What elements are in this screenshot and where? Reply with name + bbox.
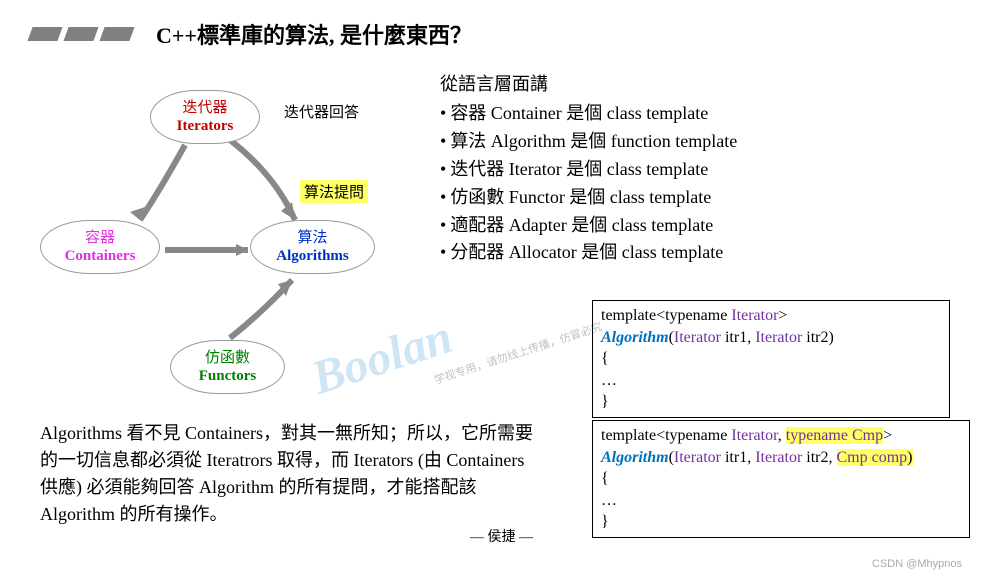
cloud-label-cn: 仿函數	[185, 349, 270, 367]
cloud-label-en: Functors	[185, 367, 270, 385]
right-column: 從語言層面講 容器 Container 是個 class template算法 …	[440, 70, 960, 267]
cloud-containers: 容器Containers	[40, 220, 160, 274]
arrow-0	[140, 145, 185, 220]
code-text: ,	[778, 427, 786, 444]
code-fn: Algorithm	[601, 449, 669, 466]
stl-diagram: 迭代器Iterators 容器Containers 算法Algorithms 仿函數F…	[30, 80, 430, 410]
code-text: itr2)	[802, 329, 834, 346]
explanation-paragraph: Algorithms 看不見 Containers，對其一無所知；所以，它所需要…	[40, 420, 540, 528]
code-text: itr2,	[802, 449, 836, 466]
bullet-list: 容器 Container 是個 class template算法 Algorit…	[440, 100, 960, 267]
page-title: C++標準庫的算法, 是什麼東西？	[156, 18, 472, 50]
arrowhead-0	[130, 206, 148, 220]
code-template-1: template<typename Iterator> Algorithm(It…	[592, 300, 950, 418]
code-text: {	[601, 468, 961, 490]
code-text: >	[883, 427, 892, 444]
code-text: }	[601, 511, 961, 533]
arrow-1	[230, 140, 295, 220]
code-type: Iterator	[674, 329, 721, 346]
bullet-item: 分配器 Allocator 是個 class template	[440, 239, 960, 267]
cloud-label-en: Algorithms	[265, 247, 360, 265]
bullet-item: 適配器 Adapter 是個 class template	[440, 212, 960, 240]
code-type-hl: typename Cmp	[786, 427, 883, 444]
bullet-item: 仿函數 Functor 是個 class template	[440, 184, 960, 212]
diagram-label-iter_answer: 迭代器回答	[280, 100, 363, 123]
arrowhead-1	[281, 202, 295, 220]
code-fn: Algorithm	[601, 329, 669, 346]
code-text: }	[601, 391, 941, 413]
code-text: …	[601, 370, 941, 392]
code-type: Iterator	[755, 449, 802, 466]
code-text: itr1,	[721, 449, 755, 466]
csdn-watermark: CSDN @Mhypnos	[872, 558, 962, 570]
cloud-label-cn: 算法	[265, 229, 360, 247]
arrowhead-2	[236, 244, 248, 256]
header-stripes	[30, 27, 132, 41]
cloud-label-cn: 容器	[55, 229, 145, 247]
code-type: Iterator	[731, 307, 778, 324]
author-credit: — 侯捷 —	[470, 526, 533, 546]
code-type: Iterator	[731, 427, 777, 444]
bullet-item: 迭代器 Iterator 是個 class template	[440, 156, 960, 184]
cloud-functors: 仿函數Functors	[170, 340, 285, 394]
bullet-item: 容器 Container 是個 class template	[440, 100, 960, 128]
arrow-3	[230, 280, 292, 338]
stripe	[27, 27, 62, 41]
code-template-2: template<typename Iterator, typename Cmp…	[592, 420, 970, 538]
arrowhead-3	[278, 280, 292, 296]
code-text: itr1,	[721, 329, 755, 346]
code-text: {	[601, 348, 941, 370]
stripe	[63, 27, 98, 41]
cloud-iterators: 迭代器Iterators	[150, 90, 260, 144]
section-heading: 從語言層面講	[440, 70, 960, 96]
diagram-label-algo_ask: 算法提問	[300, 180, 368, 203]
watermark-text: 学视专用，请勿线上传播，仿冒必究	[432, 318, 604, 388]
code-text-hl: )	[907, 449, 912, 466]
code-type: Iterator	[674, 449, 721, 466]
code-text: …	[601, 490, 961, 512]
stripe	[99, 27, 134, 41]
bullet-item: 算法 Algorithm 是個 function template	[440, 128, 960, 156]
cloud-label-cn: 迭代器	[165, 99, 245, 117]
code-type: Iterator	[755, 329, 802, 346]
code-text: template<typename	[601, 307, 731, 324]
code-type-hl: Cmp comp	[837, 449, 908, 466]
cloud-algorithms: 算法Algorithms	[250, 220, 375, 274]
cloud-label-en: Containers	[55, 247, 145, 265]
code-text: template<typename	[601, 427, 731, 444]
header: C++標準庫的算法, 是什麼東西？	[0, 0, 982, 50]
cloud-label-en: Iterators	[165, 117, 245, 135]
code-text: >	[778, 307, 787, 324]
